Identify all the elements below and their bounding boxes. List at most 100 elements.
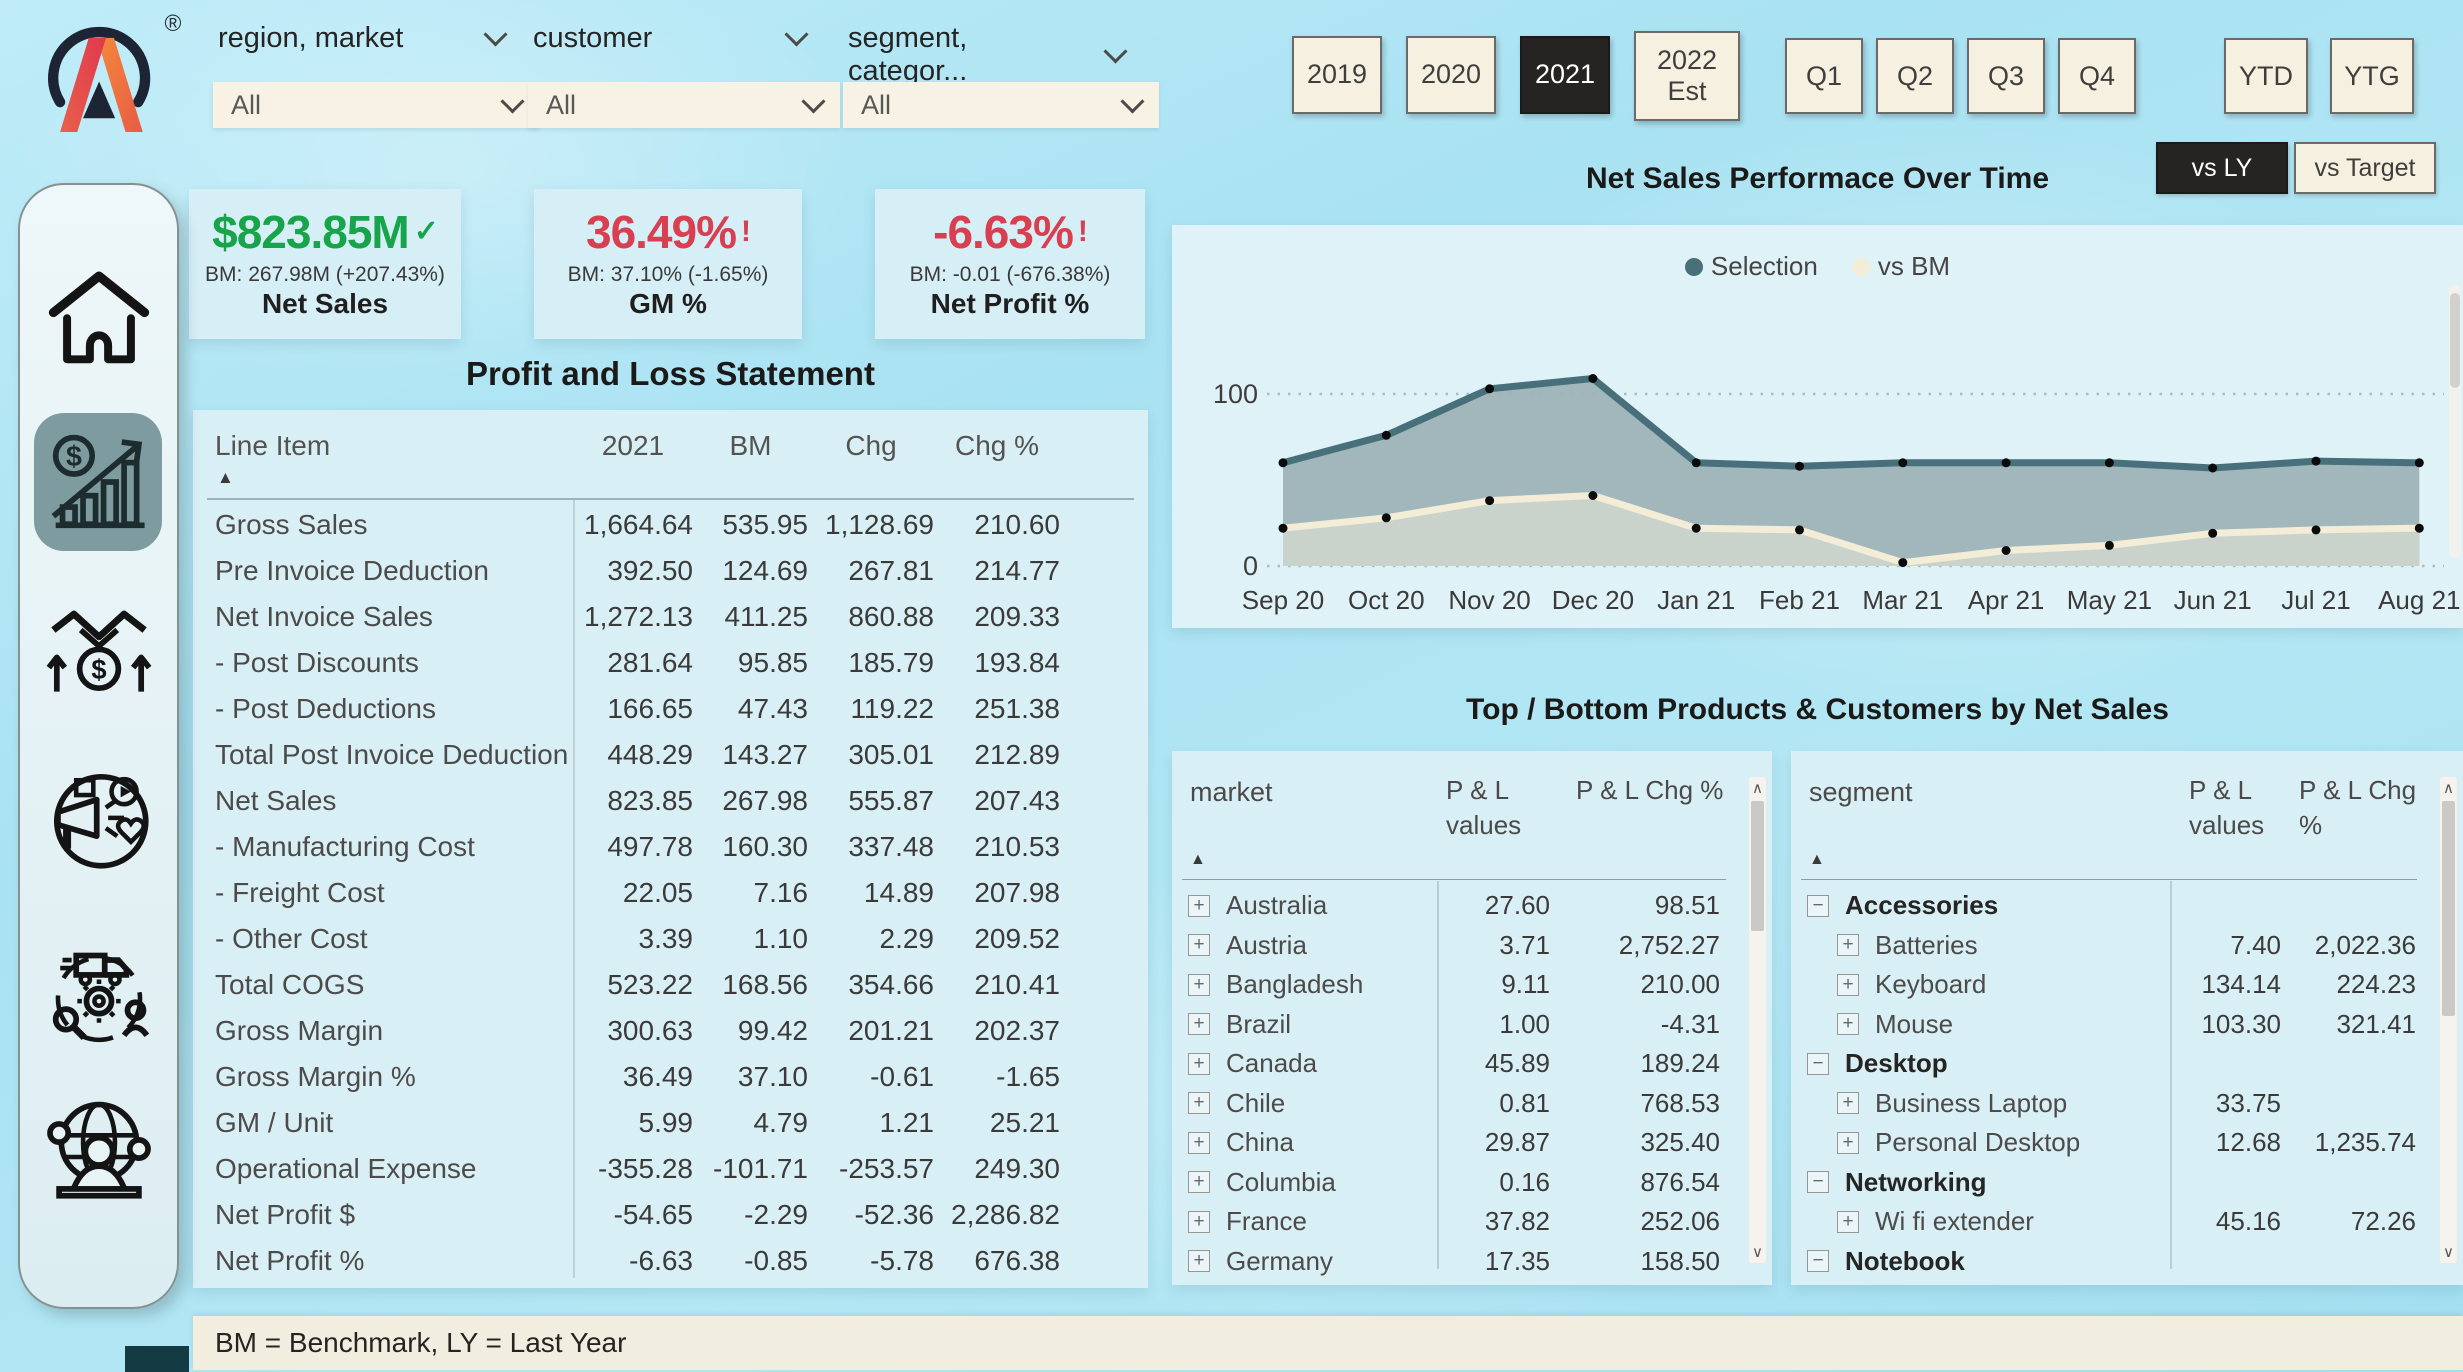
data-point-marker[interactable] [2414, 523, 2424, 533]
pnl-row-net-sales[interactable]: Net Sales 823.85 267.98 555.87 207.43 [193, 778, 1148, 824]
pnl-row--other-cost[interactable]: - Other Cost 3.39 1.10 2.29 209.52 [193, 916, 1148, 962]
expand-icon[interactable]: + [1837, 1092, 1859, 1115]
market-col-header[interactable]: market [1190, 777, 1273, 807]
data-point-marker[interactable] [1381, 513, 1391, 523]
table-row-personal-desktop[interactable]: + Personal Desktop 12.68 1,235.74 [1791, 1123, 2463, 1163]
table-row-batteries[interactable]: + Batteries 7.40 2,022.36 [1791, 926, 2463, 966]
data-point-marker[interactable] [1898, 458, 1908, 468]
chart-scrollbar[interactable] [2449, 285, 2461, 558]
year-button-2019[interactable]: 2019 [1292, 36, 1382, 114]
year-button-2020[interactable]: 2020 [1406, 36, 1496, 114]
data-point-marker[interactable] [2001, 546, 2011, 555]
table-row-columbia[interactable]: + Columbia 0.16 876.54 [1172, 1163, 1772, 1203]
legend-item-vs-bm[interactable]: vs BM [1851, 251, 1950, 282]
year-button-2022-est[interactable]: 2022 Est [1634, 31, 1740, 121]
pl-values-col-header[interactable]: P & L values [2189, 775, 2265, 841]
table-row-desktop[interactable]: − Desktop [1791, 1044, 2463, 1084]
pnl-row-gross-sales[interactable]: Gross Sales 1,664.64 535.95 1,128.69 210.60 [193, 502, 1148, 548]
scroll-up-icon[interactable]: ∧ [2443, 780, 2454, 797]
filter-segment-category-select[interactable]: All [843, 82, 1159, 128]
filter-customer-select[interactable]: All [528, 82, 840, 128]
table-row-germany[interactable]: + Germany 17.35 158.50 [1172, 1242, 1772, 1282]
scrollbar-thumb[interactable] [1751, 801, 1764, 931]
scrollbar-thumb[interactable] [2442, 801, 2455, 1016]
pnl-row--freight-cost[interactable]: - Freight Cost 22.05 7.16 14.89 207.98 [193, 870, 1148, 916]
data-point-marker[interactable] [2414, 458, 2424, 468]
expand-icon[interactable]: + [1188, 1052, 1210, 1075]
collapse-icon[interactable]: − [1807, 1250, 1829, 1273]
filter-customer-label[interactable]: customer [533, 22, 809, 55]
pnl-row-net-profit-[interactable]: Net Profit $ -54.65 -2.29 -52.36 2,286.82 [193, 1192, 1148, 1238]
compare-button-vs-ly[interactable]: vs LY [2156, 142, 2288, 194]
data-point-marker[interactable] [2104, 540, 2114, 550]
pnl-row-gross-margin-[interactable]: Gross Margin % 36.49 37.10 -0.61 -1.65 [193, 1054, 1148, 1100]
pnl-col-chg-pct[interactable]: Chg % [954, 430, 1040, 461]
pnl-col-2021[interactable]: 2021 [601, 430, 665, 461]
expand-icon[interactable]: + [1188, 934, 1210, 957]
sidebar-item-global-customer[interactable] [42, 1092, 156, 1206]
expand-icon[interactable]: + [1837, 934, 1859, 957]
table-row-mouse[interactable]: + Mouse 103.30 321.41 [1791, 1005, 2463, 1045]
table-row-accessories[interactable]: − Accessories [1791, 886, 2463, 926]
expand-icon[interactable]: + [1188, 1171, 1210, 1194]
collapse-icon[interactable]: − [1807, 1171, 1829, 1194]
table-row-keyboard[interactable]: + Keyboard 134.14 224.23 [1791, 965, 2463, 1005]
data-point-marker[interactable] [1588, 491, 1598, 500]
pl-values-col-header[interactable]: P & L values [1446, 775, 1522, 841]
pnl-header-row[interactable]: Line Item 2021 BM Chg Chg % [193, 410, 1148, 462]
pnl-row-pre-invoice-deduction[interactable]: Pre Invoice Deduction 392.50 124.69 267.81 2… [193, 548, 1148, 594]
data-point-marker[interactable] [2208, 528, 2218, 538]
data-point-marker[interactable] [1278, 458, 1288, 468]
data-point-marker[interactable] [1278, 523, 1288, 533]
period-button-ytg[interactable]: YTG [2330, 38, 2414, 114]
pnl-row--post-deductions[interactable]: - Post Deductions 166.65 47.43 119.22 251.38 [193, 686, 1148, 732]
segment-scrollbar[interactable]: ∧ ∨ [2440, 777, 2457, 1263]
quarter-button-q3[interactable]: Q3 [1967, 38, 2045, 114]
table-row-brazil[interactable]: + Brazil 1.00 -4.31 [1172, 1005, 1772, 1045]
table-row-canada[interactable]: + Canada 45.89 189.24 [1172, 1044, 1772, 1084]
expand-icon[interactable]: + [1188, 1092, 1210, 1115]
pnl-row-operational-expense[interactable]: Operational Expense -355.28 -101.71 -253.57… [193, 1146, 1148, 1192]
sidebar-item-partnership-deals[interactable]: $ [42, 589, 156, 703]
period-button-ytd[interactable]: YTD [2224, 38, 2308, 114]
filter-segment-category-label[interactable]: segment, categor... [848, 22, 1128, 88]
table-row-france[interactable]: + France 37.82 252.06 [1172, 1202, 1772, 1242]
pnl-row-total-cogs[interactable]: Total COGS 523.22 168.56 354.66 210.41 [193, 962, 1148, 1008]
filter-region-market-label[interactable]: region, market [218, 22, 508, 55]
table-row-notebook[interactable]: − Notebook [1791, 1242, 2463, 1282]
data-point-marker[interactable] [2104, 458, 2114, 468]
data-point-marker[interactable] [2208, 463, 2218, 473]
data-point-marker[interactable] [2001, 458, 2011, 468]
expand-icon[interactable]: + [1188, 1250, 1210, 1273]
collapse-icon[interactable]: − [1807, 1052, 1829, 1075]
pnl-row-gross-margin[interactable]: Gross Margin 300.63 99.42 201.21 202.37 [193, 1008, 1148, 1054]
data-point-marker[interactable] [1381, 430, 1391, 440]
pl-chg-col-header[interactable]: P & L Chg % [1576, 775, 1724, 805]
legend-item-selection[interactable]: Selection [1684, 251, 1818, 282]
quarter-button-q1[interactable]: Q1 [1785, 38, 1863, 114]
data-point-marker[interactable] [1588, 374, 1598, 383]
market-scrollbar[interactable]: ∧ ∨ [1749, 777, 1766, 1263]
pnl-col-line-item[interactable]: Line Item [215, 430, 331, 461]
sidebar-item-sales-performance[interactable]: $ [42, 425, 156, 539]
year-button-2021[interactable]: 2021 [1520, 36, 1610, 114]
pnl-col-chg[interactable]: Chg [845, 430, 897, 461]
scroll-down-icon[interactable]: ∨ [1752, 1244, 1763, 1261]
table-row-business-laptop[interactable]: + Business Laptop 33.75 [1791, 1084, 2463, 1124]
scroll-down-icon[interactable]: ∨ [2443, 1244, 2454, 1261]
expand-icon[interactable]: + [1837, 1210, 1859, 1233]
sidebar-item-operations-supply-chain[interactable] [42, 935, 156, 1049]
pnl-row-net-profit-[interactable]: Net Profit % -6.63 -0.85 -5.78 676.38 [193, 1238, 1148, 1284]
table-row-bangladesh[interactable]: + Bangladesh 9.11 210.00 [1172, 965, 1772, 1005]
expand-icon[interactable]: + [1837, 1131, 1859, 1154]
quarter-button-q2[interactable]: Q2 [1876, 38, 1954, 114]
data-point-marker[interactable] [1485, 496, 1495, 506]
net-sales-area-chart[interactable]: 0 100 Sep 20 Oct 20 Nov 20 Dec 20 Jan 21 Feb 21… [1172, 283, 2463, 628]
pl-chg-col-header[interactable]: P & L Chg % [2299, 775, 2417, 841]
expand-icon[interactable]: + [1188, 973, 1210, 996]
table-row-austria[interactable]: + Austria 3.71 2,752.27 [1172, 926, 1772, 966]
scroll-up-icon[interactable]: ∧ [1752, 780, 1763, 797]
compare-button-vs-target[interactable]: vs Target [2294, 142, 2436, 194]
sort-ascending-icon[interactable]: ▲ [1809, 851, 1825, 868]
table-row-china[interactable]: + China 29.87 325.40 [1172, 1123, 1772, 1163]
